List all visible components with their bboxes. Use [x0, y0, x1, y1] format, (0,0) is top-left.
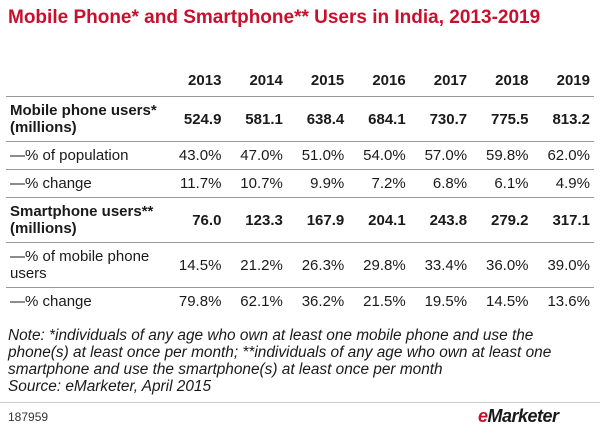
table-cell: 51.0% [286, 141, 349, 170]
table-cell: 279.2 [471, 197, 533, 243]
table-cell: 6.1% [471, 169, 533, 198]
table-cell: 13.6% [532, 287, 594, 315]
table-cell: 775.5 [471, 96, 533, 142]
col-header-2016: 2016 [372, 71, 406, 89]
table-cell: 317.1 [532, 197, 594, 243]
table-cell: 11.7% [164, 169, 226, 198]
table-cell: 123.3 [225, 197, 287, 243]
table-cell: 79.8% [164, 287, 226, 315]
table-cell: 684.1 [348, 96, 410, 142]
table-cell: 813.2 [532, 96, 594, 142]
row-label: —% change [6, 169, 164, 198]
table-cell: 29.8% [348, 242, 410, 288]
data-table: 2013 2014 2015 2016 2017 2018 2019 Mobil… [6, 64, 594, 315]
table-cell: 204.1 [348, 197, 410, 243]
table-cell: 638.4 [286, 96, 349, 142]
col-header-2017: 2017 [433, 71, 468, 89]
corner-cell [6, 64, 164, 97]
row-label: —% of mobile phone users [6, 242, 164, 288]
table-cell: 36.2% [286, 287, 349, 315]
table-cell: 19.5% [409, 287, 472, 315]
chart-title: Mobile Phone* and Smartphone** Users in … [8, 7, 541, 28]
row-label: Smartphone users** (millions) [6, 197, 164, 243]
table-cell: 33.4% [409, 242, 472, 288]
table-row-pct-change-smartphone: —% change 79.8% 62.1% 36.2% 21.5% 19.5% … [6, 287, 594, 315]
table-cell: 4.9% [532, 169, 594, 198]
row-label: —% change [6, 287, 164, 315]
col-header-2015: 2015 [310, 71, 345, 89]
row-label: —% of population [6, 141, 164, 170]
table-cell: 9.9% [286, 169, 349, 198]
col-header-2018: 2018 [495, 71, 529, 89]
footer-divider [0, 402, 600, 403]
col-header-2014: 2014 [249, 71, 283, 89]
table-cell: 62.0% [532, 141, 594, 170]
source-text: Source: eMarketer, April 2015 [8, 378, 212, 395]
table-cell: 43.0% [164, 141, 226, 170]
table-cell: 167.9 [286, 197, 349, 243]
table-cell: 730.7 [409, 96, 472, 142]
table-cell: 14.5% [471, 287, 533, 315]
row-label: Mobile phone users* (millions) [6, 96, 164, 142]
table-cell: 243.8 [409, 197, 472, 243]
table-cell: 39.0% [532, 242, 594, 288]
col-header-2013: 2013 [188, 71, 222, 89]
table-cell: 10.7% [225, 169, 287, 198]
table-cell: 524.9 [164, 96, 226, 142]
table-cell: 581.1 [225, 96, 287, 142]
table-cell: 21.2% [225, 242, 287, 288]
table-row-smartphone-users: Smartphone users** (millions) 76.0 123.3… [6, 197, 594, 243]
header-row: 2013 2014 2015 2016 2017 2018 2019 [6, 64, 594, 97]
table-cell: 36.0% [471, 242, 533, 288]
logo-name: Marketer [487, 406, 560, 426]
table-row-mobile-users: Mobile phone users* (millions) 524.9 581… [6, 96, 594, 142]
table-cell: 57.0% [409, 141, 472, 170]
table-cell: 21.5% [348, 287, 410, 315]
logo-prefix: e [478, 406, 488, 426]
table-cell: 47.0% [225, 141, 287, 170]
table-cell: 54.0% [348, 141, 410, 170]
col-header-2019: 2019 [556, 71, 590, 89]
table-row-pct-mobile-users: —% of mobile phone users 14.5% 21.2% 26.… [6, 242, 594, 288]
table-cell: 6.8% [409, 169, 472, 198]
table-cell: 76.0 [164, 197, 226, 243]
table-cell: 7.2% [348, 169, 410, 198]
table-cell: 14.5% [164, 242, 226, 288]
table-row-pct-change-mobile: —% change 11.7% 10.7% 9.9% 7.2% 6.8% 6.1… [6, 169, 594, 198]
table-cell: 62.1% [225, 287, 287, 315]
chart-id: 187959 [8, 410, 49, 424]
emarketer-logo: eMarketer [478, 406, 559, 427]
table-row-pct-population: —% of population 43.0% 47.0% 51.0% 54.0%… [6, 141, 594, 170]
footnote-text: Note: *individuals of any age who own at… [8, 327, 552, 378]
notes-block: Note: *individuals of any age who own at… [8, 327, 593, 395]
table-cell: 26.3% [286, 242, 349, 288]
table-cell: 59.8% [471, 141, 533, 170]
